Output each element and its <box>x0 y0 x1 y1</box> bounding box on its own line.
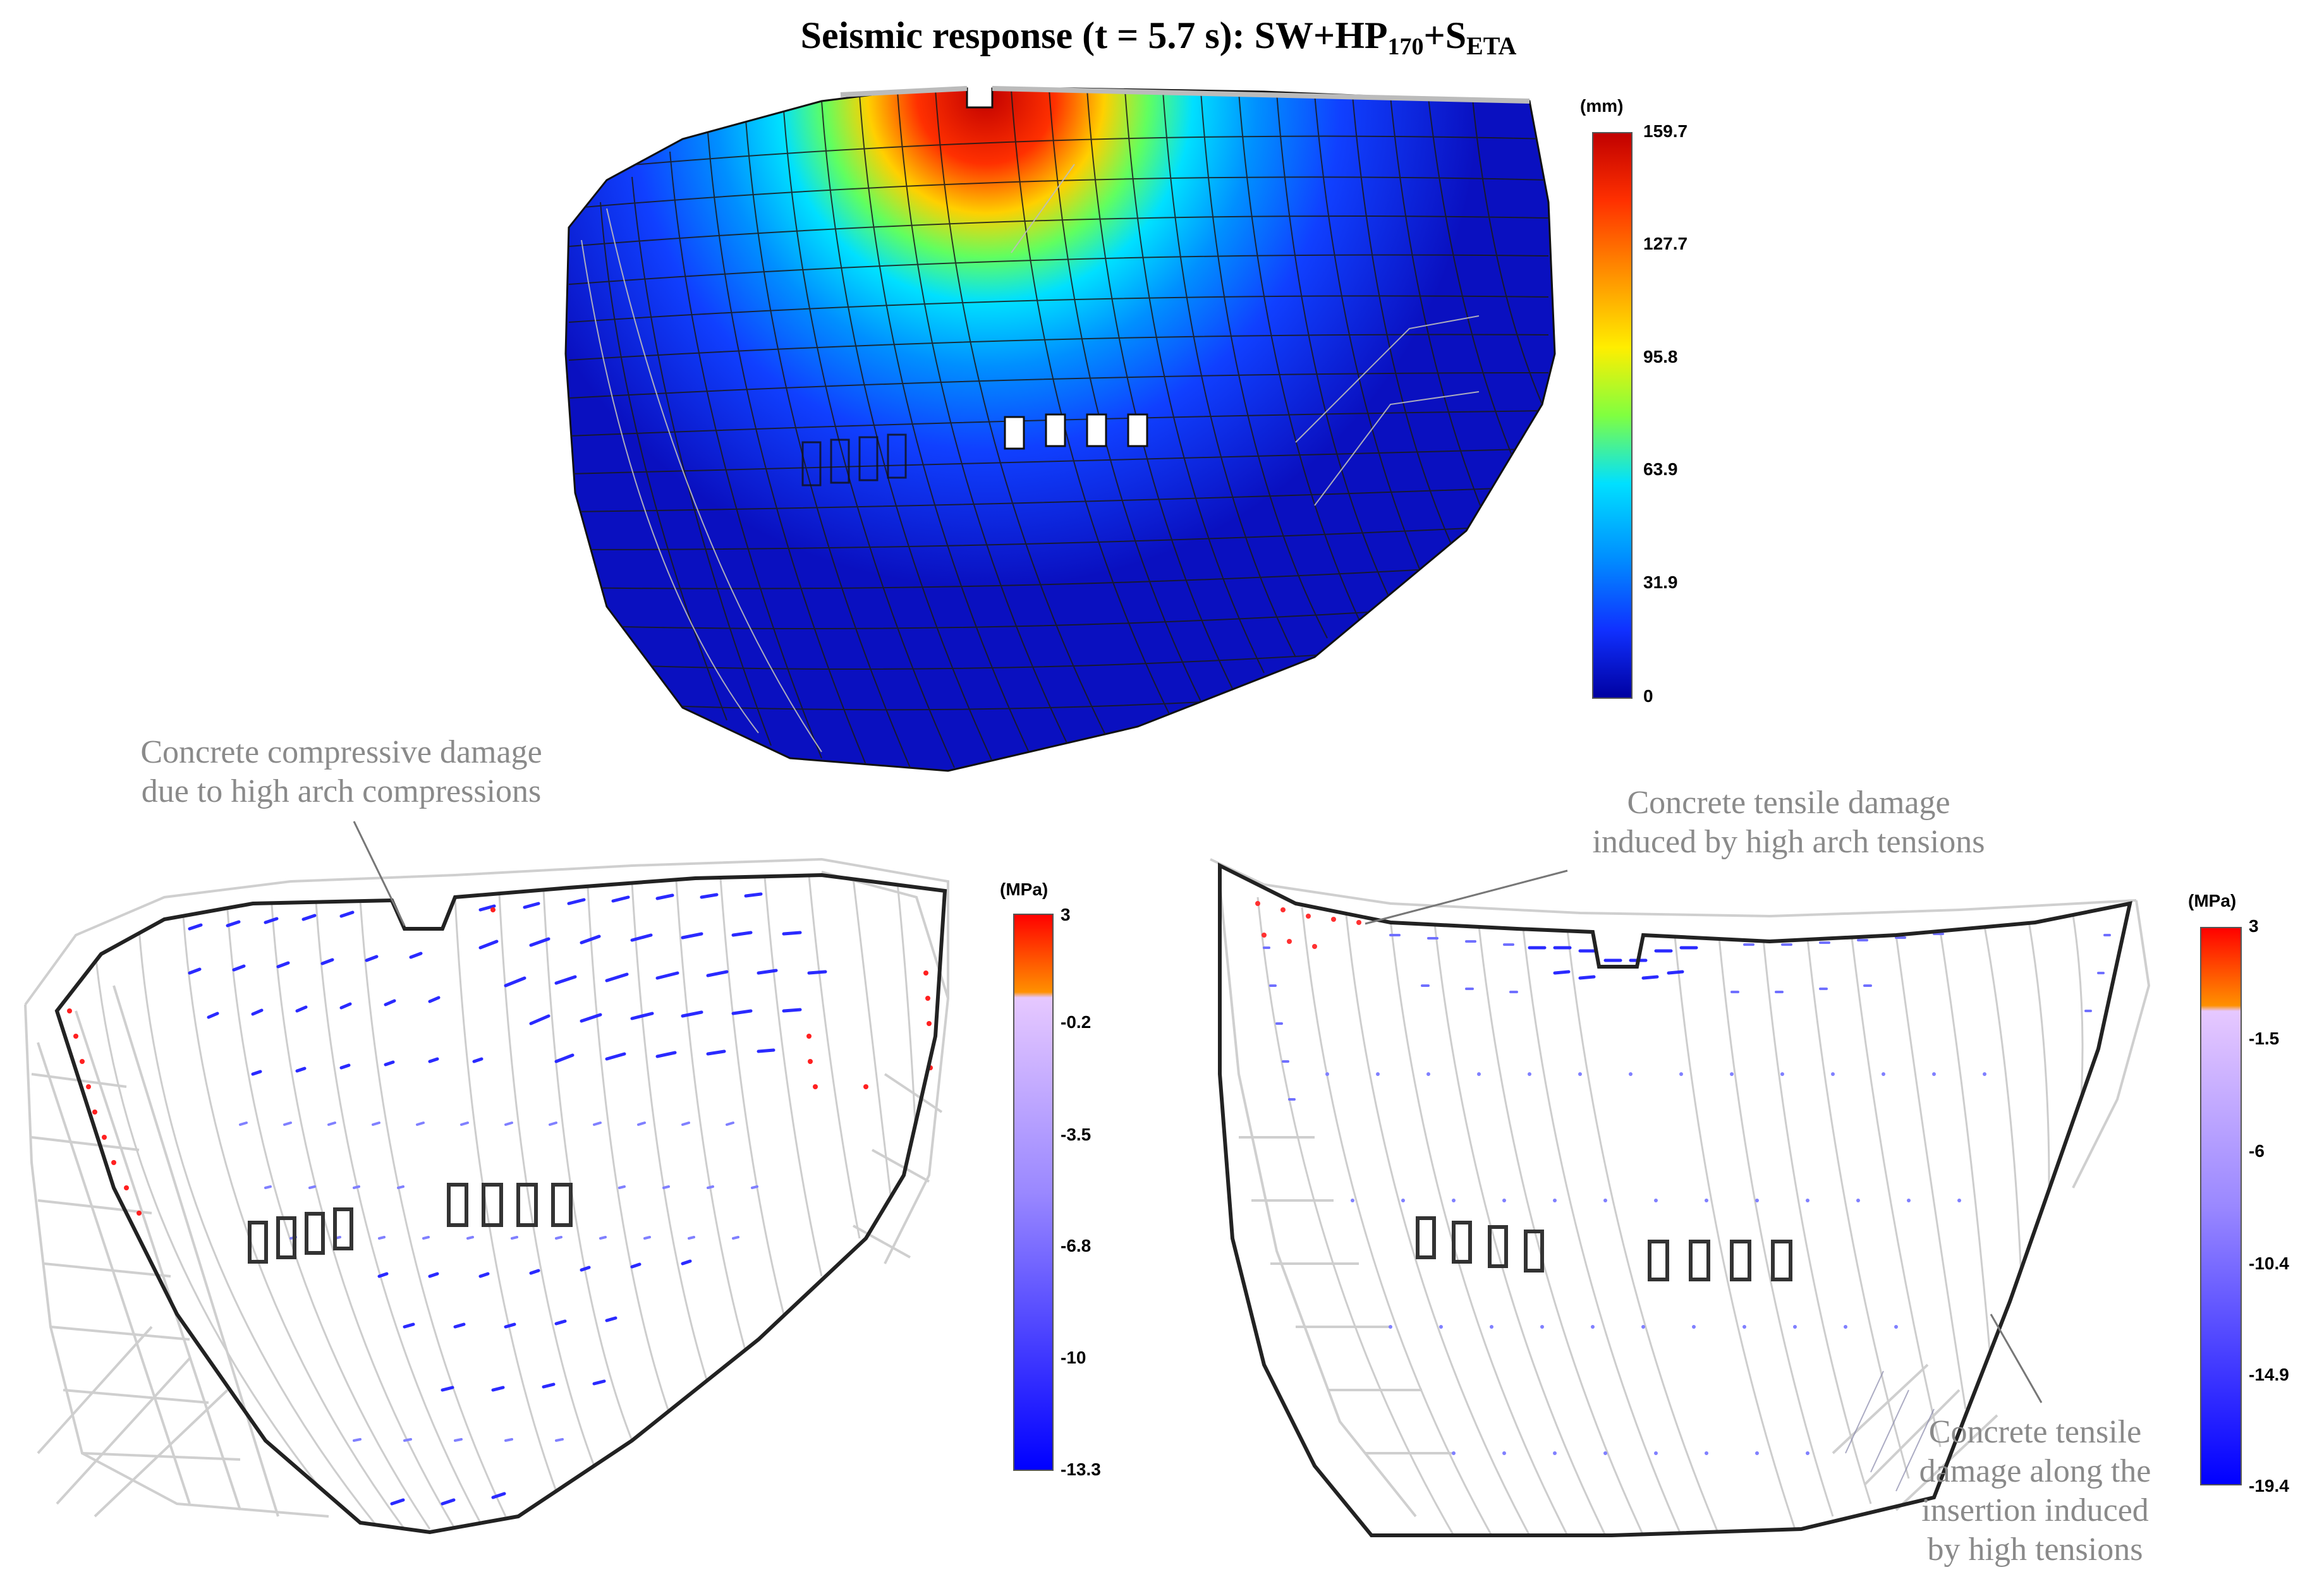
colorbar-tick: -3.5 <box>1061 1125 1092 1144</box>
displacement-contour-plot <box>564 86 1556 772</box>
colorbar-tick: -1.5 <box>2249 1029 2280 1048</box>
colorbar-tick: 127.7 <box>1643 234 1688 253</box>
colorbar-tick: -10 <box>1061 1348 1086 1367</box>
colorbar-tick: 0 <box>1643 686 1653 706</box>
colorbar-tick: -0.2 <box>1061 1012 1092 1032</box>
compression-vector-plot <box>24 821 949 1535</box>
colorbar-tick: -14.9 <box>2249 1365 2289 1384</box>
tension-vectors-light <box>1263 933 2111 1101</box>
colorbar-unit-mpa-right: (MPa) <box>2188 891 2237 910</box>
colorbar-tick: -13.3 <box>1061 1460 1101 1479</box>
colorbar-tick: -6 <box>2249 1141 2265 1161</box>
galleries-bl <box>248 1183 573 1264</box>
compression-vectors-light <box>239 1121 758 1442</box>
dam-outline-compression <box>54 873 947 1535</box>
interior-points <box>1325 1072 1986 1455</box>
displacement-colorbar <box>1592 132 1633 699</box>
colorbar-tick: -6.8 <box>1061 1236 1092 1255</box>
dam-outline-tension <box>1218 862 2132 1537</box>
galleries-left <box>801 433 907 487</box>
colorbar-tick: 31.9 <box>1643 572 1678 592</box>
colorbar-tick: 3 <box>2249 916 2259 936</box>
figure-title: Seismic response (t = 5.7 s): SW+HP170+S… <box>800 15 1517 60</box>
galleries-right <box>1004 413 1148 450</box>
stress-colorbar-left <box>1013 914 1054 1471</box>
annotation-leader-tensile-top <box>1365 869 1568 925</box>
crest-vectors <box>1528 946 1698 980</box>
tension-points-right <box>1255 901 1361 949</box>
annotation-leader-tensile-bottom <box>1990 1314 2043 1403</box>
undeformed-mesh <box>24 857 949 1518</box>
deformed-mesh <box>94 875 918 1530</box>
colorbar-unit-mm: (mm) <box>1580 96 1624 116</box>
annotation-compressive-damage: Concrete compressive damage due to high … <box>140 734 542 809</box>
tension-points <box>67 907 933 1216</box>
galleries-br <box>1416 1216 1792 1281</box>
colorbar-tick: -19.4 <box>2249 1476 2289 1496</box>
colorbar-tick: 159.7 <box>1643 121 1688 141</box>
colorbar-tick: 63.9 <box>1643 459 1678 479</box>
annotation-tensile-damage-top: Concrete tensile damage induced by high … <box>1592 785 1985 860</box>
annotation-leader-compressive <box>353 821 406 926</box>
colorbar-tick: 95.8 <box>1643 347 1678 366</box>
colorbar-unit-mpa-left: (MPa) <box>1000 880 1049 899</box>
dam-mesh-secondary <box>581 164 1480 753</box>
annotation-tensile-damage-insertion: Concrete tensile damage along the insert… <box>1919 1414 2151 1568</box>
deformed-mesh-right <box>1256 897 2084 1535</box>
compression-vectors <box>188 892 827 1506</box>
tension-vector-plot <box>1210 858 2151 1537</box>
colorbar-tick: 3 <box>1061 905 1071 924</box>
colorbar-tick: -10.4 <box>2249 1254 2289 1273</box>
stress-colorbar-right <box>2200 927 2242 1485</box>
